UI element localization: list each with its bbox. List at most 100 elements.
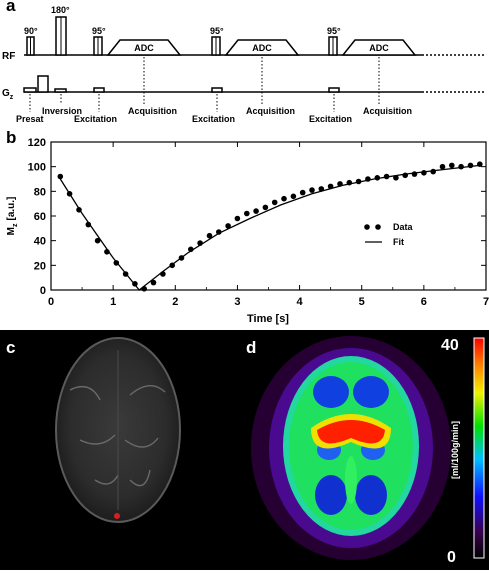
gz-row-label: Gz [2,88,14,101]
data-point [449,162,455,169]
x-axis-label: Time [s] [247,313,289,325]
data-point [150,279,157,286]
adc-window [341,39,417,56]
data-point [160,271,166,277]
data-point [178,255,185,261]
data-point [132,281,138,287]
legend-data-label: Data [393,222,414,232]
presat-label: Presat [16,114,44,124]
data-point [94,237,101,244]
panel-a-label: a [6,0,16,15]
colorbar [473,337,485,559]
data-point [225,223,231,229]
data-point [290,193,297,200]
data-point [244,210,250,217]
data-point [439,163,446,170]
panel-b-label: b [6,128,17,147]
spoiler-gradient [37,75,49,93]
anatomical-image [55,337,181,523]
x-tick-label: 5 [359,296,365,308]
data-point [169,262,175,269]
data-point [188,246,194,253]
legend: Data Fit [364,222,414,247]
data-point [206,232,213,239]
x-tick-label: 3 [234,296,240,308]
acquisition-label: Acquisition [363,106,412,116]
data-point [458,163,464,170]
pulse-sequence-diagram: 95° ADC Excitation Acquisition 95° ADC Excitat… [2,5,484,124]
data-point [271,199,278,206]
data-point [411,171,418,177]
x-tick-label: 2 [172,296,178,308]
excitation-blocks: 95° ADC Excitation Acquisition 95° ADC Excitat… [74,26,417,124]
perfusion-map-panel: 40 0 [ml/100g/min] d [241,330,489,570]
data-point [393,175,399,181]
panel-c-label: c [6,338,16,357]
excitation-flip-label: 95° [210,26,224,36]
excitation-gradient [328,87,340,93]
chart-ticks: 0 1 2 3 4 5 6 7 0 20 40 60 80 100 120 [28,137,489,308]
data-point [216,229,222,235]
plot-frame [50,141,487,291]
excitation-flip-label: 95° [327,26,341,36]
x-tick-label: 6 [421,296,427,308]
adc-label: ADC [134,43,154,53]
data-point [421,170,427,176]
roi-marker [114,513,120,519]
legend-data-marker [375,224,381,230]
data-point [327,183,334,190]
acquisition-label: Acquisition [246,106,295,116]
excitation-label: Excitation [74,114,117,124]
y-tick-label: 120 [28,137,46,149]
data-point [141,286,147,292]
data-point [85,221,92,228]
data-point [309,187,315,193]
data-point [262,204,269,211]
perfusion-map: 40 0 [ml/100g/min] [251,336,485,566]
adc-label: ADC [369,43,389,53]
anatomical-image-panel: c [0,330,241,570]
legend-fit-label: Fit [393,237,404,247]
data-point [281,195,287,202]
y-tick-label: 80 [34,186,46,198]
data-point [467,162,474,169]
data-point [122,271,129,277]
data-point [402,172,409,179]
data-point [234,215,241,222]
data-point [383,173,390,180]
y-tick-label: 20 [34,260,46,272]
data-point [337,181,343,187]
data-point [253,208,259,214]
data-point [346,179,353,186]
data-points [57,161,483,292]
adc-window [224,39,300,56]
data-point [299,189,306,196]
x-tick-label: 7 [483,296,489,308]
rf-row-label: RF [2,51,15,62]
colorbar-max: 40 [441,337,459,354]
excitation-flip-label: 95° [92,26,106,36]
excitation-gradient [93,87,105,93]
adc-window [106,39,182,56]
inversion-recovery-chart: 0 1 2 3 4 5 6 7 0 20 40 60 80 100 120 Time [s] Mz[a.u.… [6,137,489,325]
x-tick-label: 4 [297,296,304,308]
x-tick-label: 1 [110,296,116,308]
presat-gradient [23,87,37,93]
data-point [365,176,371,182]
data-point [374,175,381,181]
presat-flip-label: 90° [24,26,38,36]
y-tick-label: 0 [40,285,46,297]
y-tick-label: 100 [28,162,46,174]
data-point [430,168,437,175]
adc-label: ADC [252,43,272,53]
data-point [66,191,73,197]
inversion-flip-label: 180° [51,5,70,15]
data-point [355,178,362,185]
colorbar-min: 0 [447,549,456,566]
y-tick-label: 60 [34,211,46,223]
data-point [477,161,483,167]
inversion-label: Inversion [42,106,82,116]
excitation-gradient [211,87,223,93]
excitation-label: Excitation [309,114,352,124]
data-point [197,240,203,246]
